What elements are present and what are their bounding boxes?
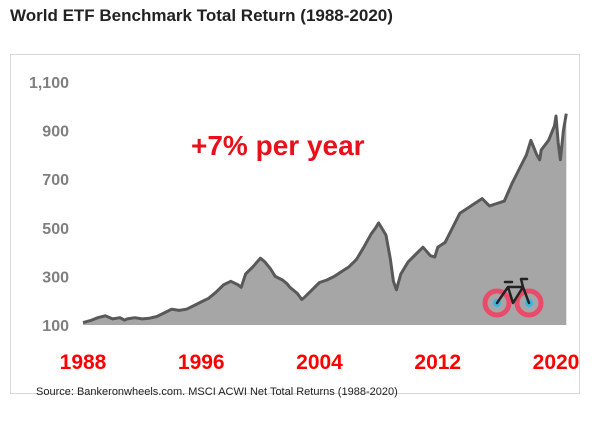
y-tick-label: 900 [42, 124, 69, 141]
y-tick-label: 1,100 [29, 75, 69, 92]
x-tick-label: 2012 [414, 351, 461, 374]
x-tick-label: 2020 [533, 351, 580, 374]
series-line [82, 113, 568, 325]
x-tick-label: 2004 [296, 351, 343, 374]
bicycle-icon [482, 277, 544, 318]
y-tick-label: 100 [42, 318, 69, 335]
y-axis: 1,100 900 700 500 300 100 [29, 75, 69, 335]
annotation-label: +7% per year [191, 130, 365, 161]
area-chart: 1,100 900 700 500 300 100 1988 1996 2004 2012 202… [29, 75, 580, 374]
source-note: Source: Bankeronwheels.com. MSCI ACWI Ne… [36, 386, 398, 398]
chart-title: World ETF Benchmark Total Return (1988-2… [10, 6, 393, 25]
chart-area: 1,100 900 700 500 300 100 1988 1996 2004 2012 202… [10, 54, 580, 394]
y-tick-label: 700 [42, 172, 69, 189]
series-area [83, 113, 567, 325]
x-tick-label: 1996 [178, 351, 225, 374]
y-tick-label: 300 [42, 269, 69, 286]
x-axis: 1988 1996 2004 2012 2020 [60, 351, 580, 374]
x-tick-label: 1988 [60, 351, 107, 374]
y-tick-label: 500 [42, 221, 69, 238]
